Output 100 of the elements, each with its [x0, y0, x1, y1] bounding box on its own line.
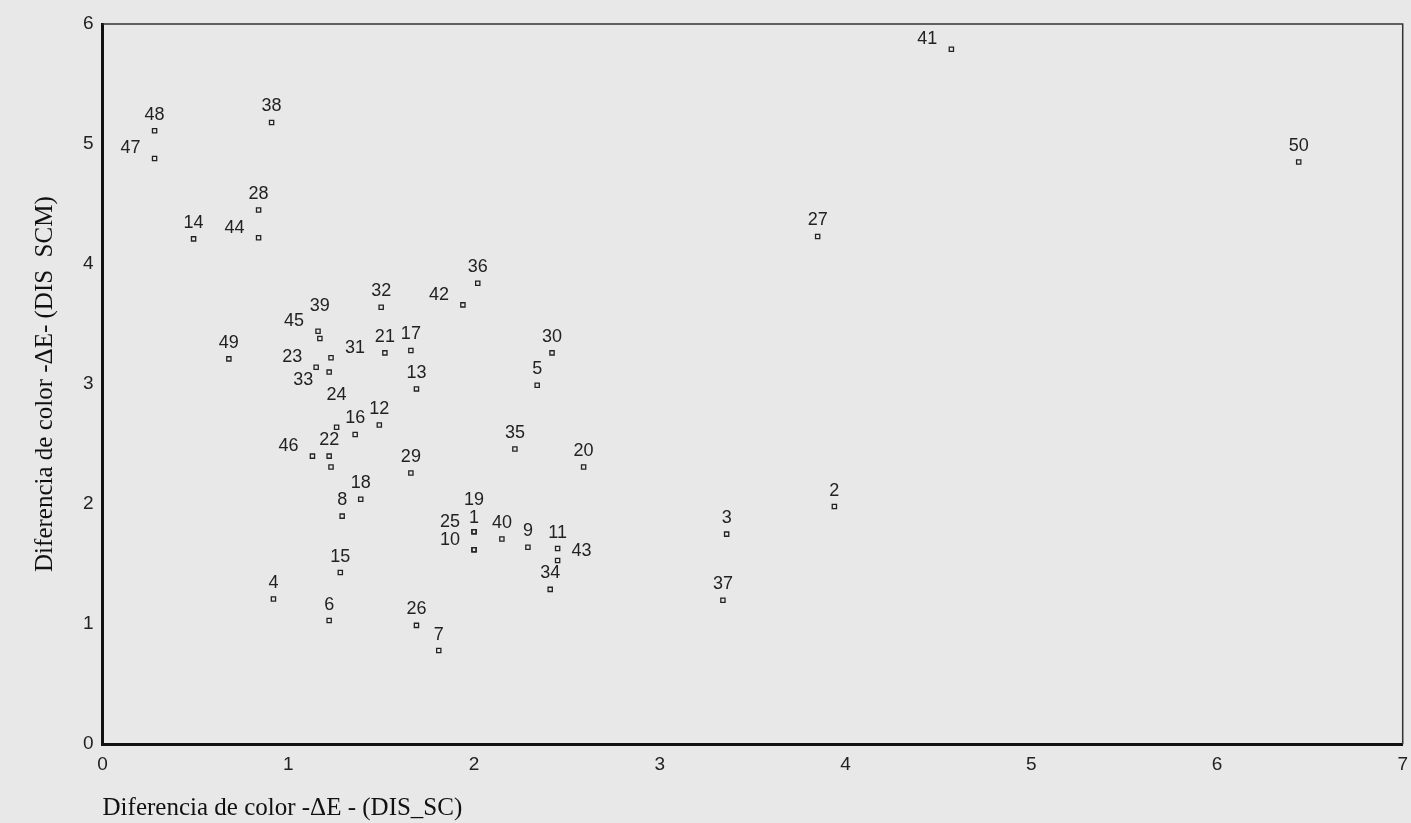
point — [408, 347, 414, 354]
point — [270, 596, 277, 602]
point — [547, 586, 553, 593]
point — [378, 304, 384, 311]
annotation: 23 — [282, 346, 303, 367]
x-tick-label: 1 — [283, 752, 294, 774]
annotation: 19 — [464, 488, 485, 509]
annotation: 4 — [268, 571, 279, 592]
x-tick-label: 0 — [97, 752, 108, 774]
x-tick-label: 5 — [1025, 752, 1037, 774]
point — [720, 597, 726, 603]
point — [339, 513, 345, 519]
x-tick-label: 4 — [840, 752, 852, 774]
y-tick-label: 3 — [82, 372, 94, 394]
annotation: 26 — [406, 598, 427, 619]
point — [525, 544, 531, 551]
point — [151, 128, 158, 134]
point — [313, 364, 319, 371]
annotation: 12 — [369, 397, 390, 418]
point — [723, 531, 730, 537]
point — [408, 470, 414, 476]
annotation: 8 — [337, 489, 348, 510]
annotation: 25 — [440, 510, 461, 531]
annotation: 10 — [440, 528, 461, 549]
annotation: 9 — [522, 520, 533, 541]
annotation: 50 — [1288, 135, 1309, 156]
point — [499, 536, 505, 542]
point — [309, 453, 316, 459]
annotation: 16 — [345, 407, 366, 428]
annotation: 5 — [532, 358, 543, 379]
point — [326, 453, 332, 459]
annotation: 27 — [807, 209, 828, 230]
y-tick-label: 2 — [82, 492, 94, 514]
point — [352, 431, 358, 438]
annotation: 44 — [224, 216, 245, 237]
point — [326, 617, 332, 624]
y-tick-label: 6 — [82, 12, 94, 34]
y-tick-label: 1 — [82, 612, 94, 634]
annotation: 7 — [433, 623, 444, 644]
point — [948, 46, 955, 52]
y-axis-title: Diferencia de color -ΔE- (DIS SCM) — [29, 196, 58, 572]
point — [382, 350, 388, 356]
point — [512, 446, 518, 452]
annotation: 35 — [504, 421, 525, 442]
point — [357, 496, 364, 503]
annotation: 32 — [371, 280, 392, 301]
x-tick-label: 7 — [1397, 752, 1409, 774]
annotation: 15 — [330, 545, 351, 566]
annotation: 33 — [293, 369, 314, 390]
point — [413, 386, 420, 392]
annotation: 34 — [540, 562, 561, 583]
annotation: 29 — [400, 445, 421, 466]
point — [435, 647, 442, 654]
point — [317, 335, 323, 342]
annotation: 45 — [284, 310, 305, 331]
point — [328, 354, 334, 361]
annotation: 31 — [345, 336, 366, 357]
y-tick-label: 4 — [82, 252, 94, 274]
annotation: 20 — [573, 439, 594, 460]
annotation: 41 — [917, 28, 938, 49]
annotation: 42 — [428, 283, 449, 304]
x-axis-title: Diferencia de color -ΔE - (DIS_SC) — [102, 792, 463, 821]
point — [549, 350, 555, 356]
annotation: 6 — [324, 593, 335, 614]
point — [315, 328, 321, 335]
annotation: 24 — [326, 384, 347, 405]
x-tick-label: 3 — [654, 752, 666, 774]
point — [226, 356, 232, 362]
annotation: 21 — [374, 325, 395, 346]
annotation: 30 — [542, 325, 563, 346]
annotation: 40 — [491, 511, 512, 532]
x-tick-label: 2 — [468, 752, 480, 774]
annotation: 48 — [144, 103, 165, 124]
annotation: 37 — [712, 573, 733, 594]
annotation: 49 — [218, 331, 239, 352]
annotation: 11 — [548, 521, 567, 542]
annotation: 47 — [120, 137, 141, 158]
annotation: 13 — [406, 361, 427, 382]
point — [580, 464, 587, 470]
x-tick-label: 6 — [1211, 752, 1223, 774]
annotation: 38 — [261, 95, 282, 116]
point — [255, 207, 262, 213]
point — [534, 382, 540, 389]
annotation: 2 — [829, 479, 840, 500]
annotation: 14 — [183, 211, 204, 232]
annotation: 46 — [278, 435, 299, 456]
point — [1295, 159, 1302, 165]
point — [326, 369, 332, 375]
annotation: 28 — [248, 183, 269, 204]
annotation: 17 — [400, 323, 421, 344]
point — [376, 422, 383, 428]
point — [328, 464, 334, 470]
point — [474, 280, 481, 287]
annotation: 39 — [309, 295, 330, 316]
annotation: 3 — [721, 507, 732, 528]
y-tick-label: 0 — [82, 732, 94, 754]
annotation: 43 — [571, 539, 592, 560]
annotation: 1 — [469, 506, 480, 527]
annotation: 36 — [467, 256, 488, 277]
point — [460, 302, 466, 308]
